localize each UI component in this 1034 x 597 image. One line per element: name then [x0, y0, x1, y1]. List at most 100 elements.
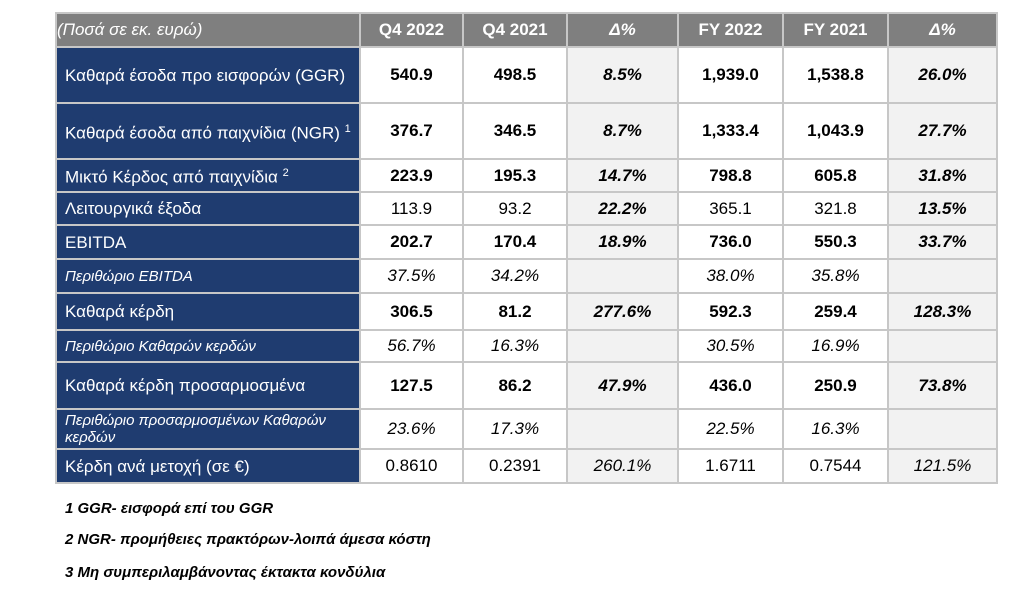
footnote-1: 1 GGR- εισφορά επί του GGR [65, 500, 274, 517]
value-cell: 16.9% [782, 329, 889, 363]
table-row: Περιθώριο Καθαρών κερδών 56.7% 16.3% 30.5% 1… [55, 329, 998, 363]
row-label-text: Καθαρά κέρδη [65, 302, 175, 321]
value-cell: 18.9% [566, 224, 679, 260]
table-header-row: (Ποσά σε εκ. ευρώ) Q4 2022 Q4 2021 Δ% FY… [55, 12, 998, 48]
value-cell: 1,333.4 [677, 102, 784, 160]
value-cell: 365.1 [677, 191, 784, 226]
value-cell [887, 408, 998, 450]
row-label: Μικτό Κέρδος από παιχνίδια 2 [55, 158, 361, 193]
footnote-2: 2 NGR- προμήθειες πρακτόρων-λοιπά άμεσα … [65, 531, 431, 548]
value-cell: 121.5% [887, 448, 998, 484]
value-cell: 127.5 [359, 361, 464, 410]
row-label-text: EBITDA [65, 232, 127, 252]
row-label-text: Κέρδη ανά μετοχή (σε €) [65, 456, 250, 476]
value-cell: 14.7% [566, 158, 679, 193]
value-cell: 170.4 [462, 224, 568, 260]
value-cell: 16.3% [782, 408, 889, 450]
row-label-text: Λειτουργικά έξοδα [65, 199, 202, 218]
header-cell-delta-q4: Δ% [566, 12, 679, 48]
value-cell: 1,538.8 [782, 46, 889, 104]
row-label-text: Καθαρά έσοδα από παιχνίδια (NGR) [65, 123, 340, 143]
value-cell: 540.9 [359, 46, 464, 104]
table-row: Περιθώριο προσαρμοσμένων Καθαρών κερδών 2… [55, 408, 998, 450]
value-cell: 8.5% [566, 46, 679, 104]
value-cell: 56.7% [359, 329, 464, 363]
value-cell [887, 329, 998, 363]
row-label-text: Μικτό Κέρδος από παιχνίδια [65, 167, 278, 187]
table-row: Περιθώριο EBITDA 37.5% 34.2% 38.0% 35.8% [55, 258, 998, 294]
value-cell: 605.8 [782, 158, 889, 193]
row-label: Λειτουργικά έξοδα [55, 191, 361, 226]
value-cell [566, 408, 679, 450]
value-cell: 0.2391 [462, 448, 568, 484]
value-cell [566, 329, 679, 363]
table-body: Καθαρά έσοδα προ εισφορών (GGR) 540.9 498.… [55, 46, 998, 484]
value-cell: 346.5 [462, 102, 568, 160]
value-cell: 81.2 [462, 292, 568, 331]
value-cell: 0.7544 [782, 448, 889, 484]
value-cell: 13.5% [887, 191, 998, 226]
value-cell: 376.7 [359, 102, 464, 160]
footnote-marker: 2 [282, 167, 289, 180]
value-cell: 128.3% [887, 292, 998, 331]
table-row: Καθαρά έσοδα από παιχνίδια (NGR) 1 376.7 3… [55, 102, 998, 160]
value-cell: 86.2 [462, 361, 568, 410]
value-cell: 8.7% [566, 102, 679, 160]
table-row: Καθαρά κέρδη 306.5 81.2 277.6% 592.3 259.4 128… [55, 292, 998, 331]
value-cell: 259.4 [782, 292, 889, 331]
value-cell [566, 258, 679, 294]
value-cell: 436.0 [677, 361, 784, 410]
header-cell-delta-fy: Δ% [887, 12, 998, 48]
table-row: Κέρδη ανά μετοχή (σε €) 0.8610 0.2391 260.1… [55, 448, 998, 484]
header-cell-fy-2021: FY 2021 [782, 12, 889, 48]
value-cell: 33.7% [887, 224, 998, 260]
value-cell: 113.9 [359, 191, 464, 226]
header-cell-units: (Ποσά σε εκ. ευρώ) [55, 12, 361, 48]
value-cell: 1,043.9 [782, 102, 889, 160]
table-row: Καθαρά έσοδα προ εισφορών (GGR) 540.9 498.… [55, 46, 998, 104]
value-cell: 23.6% [359, 408, 464, 450]
row-label: Καθαρά κέρδη προσαρμοσμένα [55, 361, 361, 410]
table-row: Λειτουργικά έξοδα 113.9 93.2 22.2% 365.1 321.… [55, 191, 998, 226]
row-label: Καθαρά κέρδη [55, 292, 361, 331]
row-label-text: Περιθώριο EBITDA [65, 267, 193, 285]
value-cell: 16.3% [462, 329, 568, 363]
row-label-text: Καθαρά κέρδη προσαρμοσμένα [65, 376, 306, 395]
row-label: Καθαρά έσοδα προ εισφορών (GGR) [55, 46, 361, 104]
value-cell: 736.0 [677, 224, 784, 260]
footnote-3: 3 Μη συμπεριλαμβάνοντας έκτακτα κονδύλια [65, 564, 386, 581]
row-label: Καθαρά έσοδα από παιχνίδια (NGR) 1 [55, 102, 361, 160]
value-cell: 31.8% [887, 158, 998, 193]
value-cell: 1.6711 [677, 448, 784, 484]
value-cell [887, 258, 998, 294]
row-label-text: Καθαρά έσοδα προ εισφορών (GGR) [65, 65, 346, 85]
value-cell: 277.6% [566, 292, 679, 331]
value-cell: 202.7 [359, 224, 464, 260]
value-cell: 27.7% [887, 102, 998, 160]
value-cell: 30.5% [677, 329, 784, 363]
value-cell: 38.0% [677, 258, 784, 294]
value-cell: 47.9% [566, 361, 679, 410]
header-cell-fy-2022: FY 2022 [677, 12, 784, 48]
row-label-text: Περιθώριο Καθαρών κερδών [65, 337, 256, 355]
value-cell: 22.2% [566, 191, 679, 226]
value-cell: 223.9 [359, 158, 464, 193]
value-cell: 798.8 [677, 158, 784, 193]
value-cell: 22.5% [677, 408, 784, 450]
row-label-text: Περιθώριο προσαρμοσμένων Καθαρών κερδών [65, 412, 326, 446]
value-cell: 1,939.0 [677, 46, 784, 104]
value-cell: 195.3 [462, 158, 568, 193]
table-row: Μικτό Κέρδος από παιχνίδια 2 223.9 195.3 14… [55, 158, 998, 193]
value-cell: 592.3 [677, 292, 784, 331]
value-cell: 26.0% [887, 46, 998, 104]
value-cell: 321.8 [782, 191, 889, 226]
header-cell-q4-2022: Q4 2022 [359, 12, 464, 48]
value-cell: 306.5 [359, 292, 464, 331]
value-cell: 35.8% [782, 258, 889, 294]
footnote-marker: 1 [344, 122, 351, 135]
value-cell: 550.3 [782, 224, 889, 260]
value-cell: 73.8% [887, 361, 998, 410]
row-label: Περιθώριο EBITDA [55, 258, 361, 294]
table-row: Καθαρά κέρδη προσαρμοσμένα 127.5 86.2 47.9%… [55, 361, 998, 410]
row-label: Κέρδη ανά μετοχή (σε €) [55, 448, 361, 484]
